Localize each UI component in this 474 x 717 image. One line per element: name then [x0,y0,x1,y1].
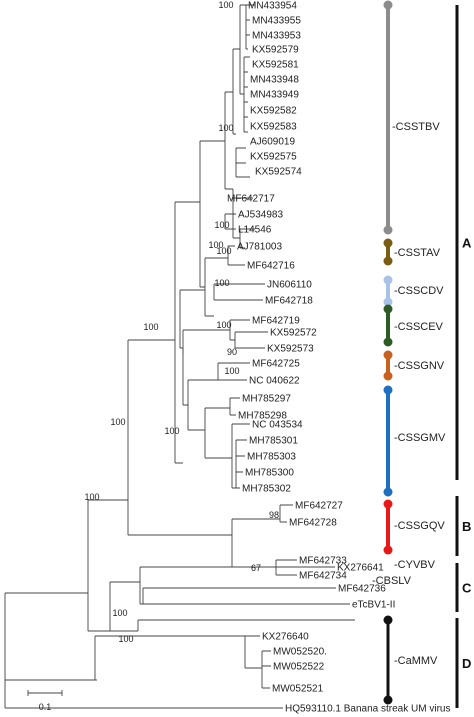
leaf-label: KX592572 [270,328,317,339]
bootstrap-value: 100 [110,417,125,427]
clade-labels: -CSSTBV -CSSTAV -CSSCDV -CSSCEV -CSSGNV -CSSG… [372,121,446,667]
bootstrap-value: 100 [118,634,133,644]
clade-label: -CSSCDV [394,285,444,297]
leaf-label: MN433953 [252,31,301,42]
clade-label: -CSSCEV [394,321,444,333]
clade-bars [383,0,393,705]
bootstrap-value: 100 [214,278,229,288]
bootstrap-value: 100 [112,608,127,618]
leaf-label: MW052520. [273,647,327,658]
leaf-label: MN433948 [250,75,299,86]
leaf-label: KX592574 [255,167,302,178]
leaf-label: eTcBV1-II [352,600,395,611]
leaf-label: MN433954 [248,1,297,12]
leaf-labels: MN433954 MN433955 MN433953 KX592579 KX592581… [227,1,450,715]
leaf-label: AJ781003 [237,242,282,253]
group-brackets: A B C D [455,5,472,708]
leaf-label: MF642727 [295,501,343,512]
leaf-label: JN606110 [267,280,312,291]
leaf-label: MH785297 [242,394,291,405]
scale-label: 0.1 [39,702,52,712]
leaf-label: AJ609019 [250,137,295,148]
tree-branches [4,4,355,709]
group-label: D [462,656,471,671]
leaf-label: MF642725 [252,359,300,370]
clade-label: -CSSTAV [394,247,441,259]
clade-label: -CBSLV [372,575,412,587]
leaf-label: HQ593110.1 Banana streak UM virus [285,704,450,715]
leaf-label: KX592575 [250,152,297,163]
leaf-label: MH785303 [247,452,296,463]
leaf-label: MF642733 [299,556,347,567]
leaf-label: MN433949 [250,90,299,101]
clade-label: -CYVBV [394,559,436,571]
clade-bar [383,385,393,497]
bootstrap-value: 100 [218,0,233,10]
leaf-label: KX592583 [250,122,297,133]
bootstrap-labels: 1001001001001001009010010010010010010098… [84,0,279,644]
bootstrap-value: 100 [214,220,229,230]
leaf-label: KX592573 [267,344,314,355]
leaf-label: MH785298 [238,411,287,422]
leaf-label: L14546 [238,225,272,236]
leaf-label: MH785300 [245,468,294,479]
leaf-label: AJ534983 [238,210,283,221]
group-bracket: D [455,618,471,708]
leaf-label: KX592579 [252,45,299,56]
bootstrap-value: 67 [251,563,261,573]
group-bracket: B [455,496,471,556]
bootstrap-value: 100 [224,366,239,376]
leaf-label: NC 043534 [252,420,303,431]
leaf-label: MW052521 [272,684,324,695]
leaf-label: MF642734 [299,571,347,582]
leaf-label: MF642719 [252,316,300,327]
clade-bar [383,615,393,705]
clade-bar [383,304,393,347]
leaf-label: MN433955 [252,16,301,27]
group-bracket: C [455,563,472,612]
clade-label: -CSSGNV [394,360,445,372]
bootstrap-value: 100 [218,123,233,133]
leaf-label: NC 040622 [249,376,300,387]
leaf-label: KX592581 [252,60,299,71]
leaf-label: MH785302 [242,484,291,495]
bootstrap-value: 100 [216,320,231,330]
clade-label: -CSSTBV [392,121,440,133]
clade-bar [383,499,393,555]
clade-bar [383,238,393,266]
clade-label: -CSSGQV [394,520,445,532]
bootstrap-value: 90 [227,347,237,357]
leaf-label: MF642716 [247,261,295,272]
clade-bar [383,275,393,307]
leaf-label: KX276641 [337,563,384,574]
clade-label: -CaMMV [394,655,438,667]
group-label: B [462,519,471,534]
bootstrap-value: 100 [164,426,179,436]
leaf-label: KX276640 [262,632,309,643]
leaf-label: MF642718 [265,296,313,307]
leaf-label: MF642728 [289,518,337,529]
clade-bar [383,350,393,381]
leaf-label: MW052522 [273,662,325,673]
bootstrap-value: 100 [216,246,231,256]
bootstrap-value: 98 [269,510,279,520]
scale-bar: 0.1 [27,690,63,712]
leaf-label: MF642717 [227,194,275,205]
bootstrap-value: 100 [208,240,223,250]
group-label: C [462,581,472,596]
leaf-label: MH785301 [249,436,298,447]
clade-bar [383,0,393,235]
bootstrap-value: 100 [143,322,158,332]
group-bracket: A [455,5,472,480]
clade-label: -CSSGMV [394,432,446,444]
leaf-label: KX592582 [250,106,297,117]
group-label: A [462,236,472,251]
leaf-label: MF642736 [338,584,386,595]
bootstrap-value: 100 [84,492,99,502]
